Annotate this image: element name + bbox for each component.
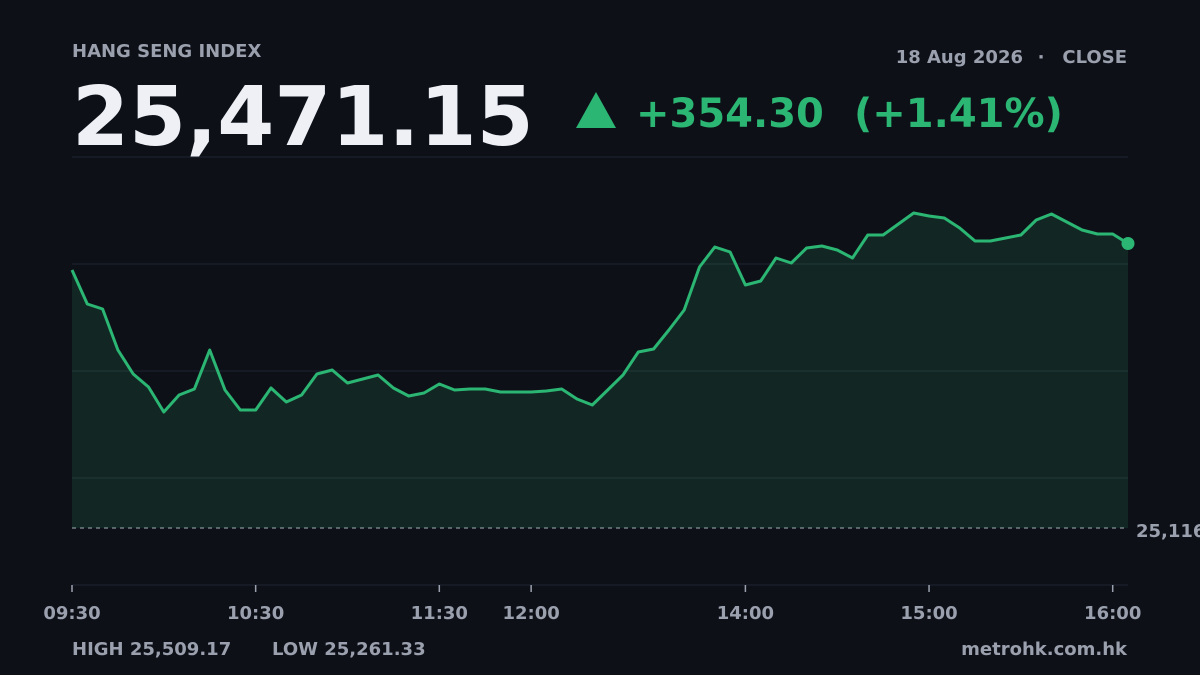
index-name: HANG SENG INDEX <box>72 41 261 62</box>
up-arrow <box>576 92 616 128</box>
high: HIGH 25,509.17 <box>72 639 231 660</box>
x-tick-label: 14:00 <box>717 603 774 624</box>
reference-label: 25,116.85 <box>1136 521 1200 542</box>
x-tick-label: 09:30 <box>43 603 100 624</box>
area <box>72 213 1128 528</box>
change: +354.30 <box>636 91 824 137</box>
price: 25,471.15 <box>72 70 534 165</box>
status: CLOSE <box>1062 47 1127 68</box>
price-line <box>70 211 1129 414</box>
x-tick-label: 15:00 <box>900 603 957 624</box>
x-tick-label: 11:30 <box>411 603 468 624</box>
last-point <box>1121 237 1135 251</box>
source: metrohk.com.hk <box>961 639 1128 660</box>
x-tick-label: 12:00 <box>502 603 559 624</box>
low: LOW 25,261.33 <box>272 639 426 660</box>
change-pct: (+1.41%) <box>854 91 1063 137</box>
separator: · <box>1038 47 1045 68</box>
x-tick-label: 10:30 <box>227 603 284 624</box>
x-tick-label: 16:00 <box>1084 603 1141 624</box>
date: 18 Aug 2026 <box>896 47 1023 68</box>
